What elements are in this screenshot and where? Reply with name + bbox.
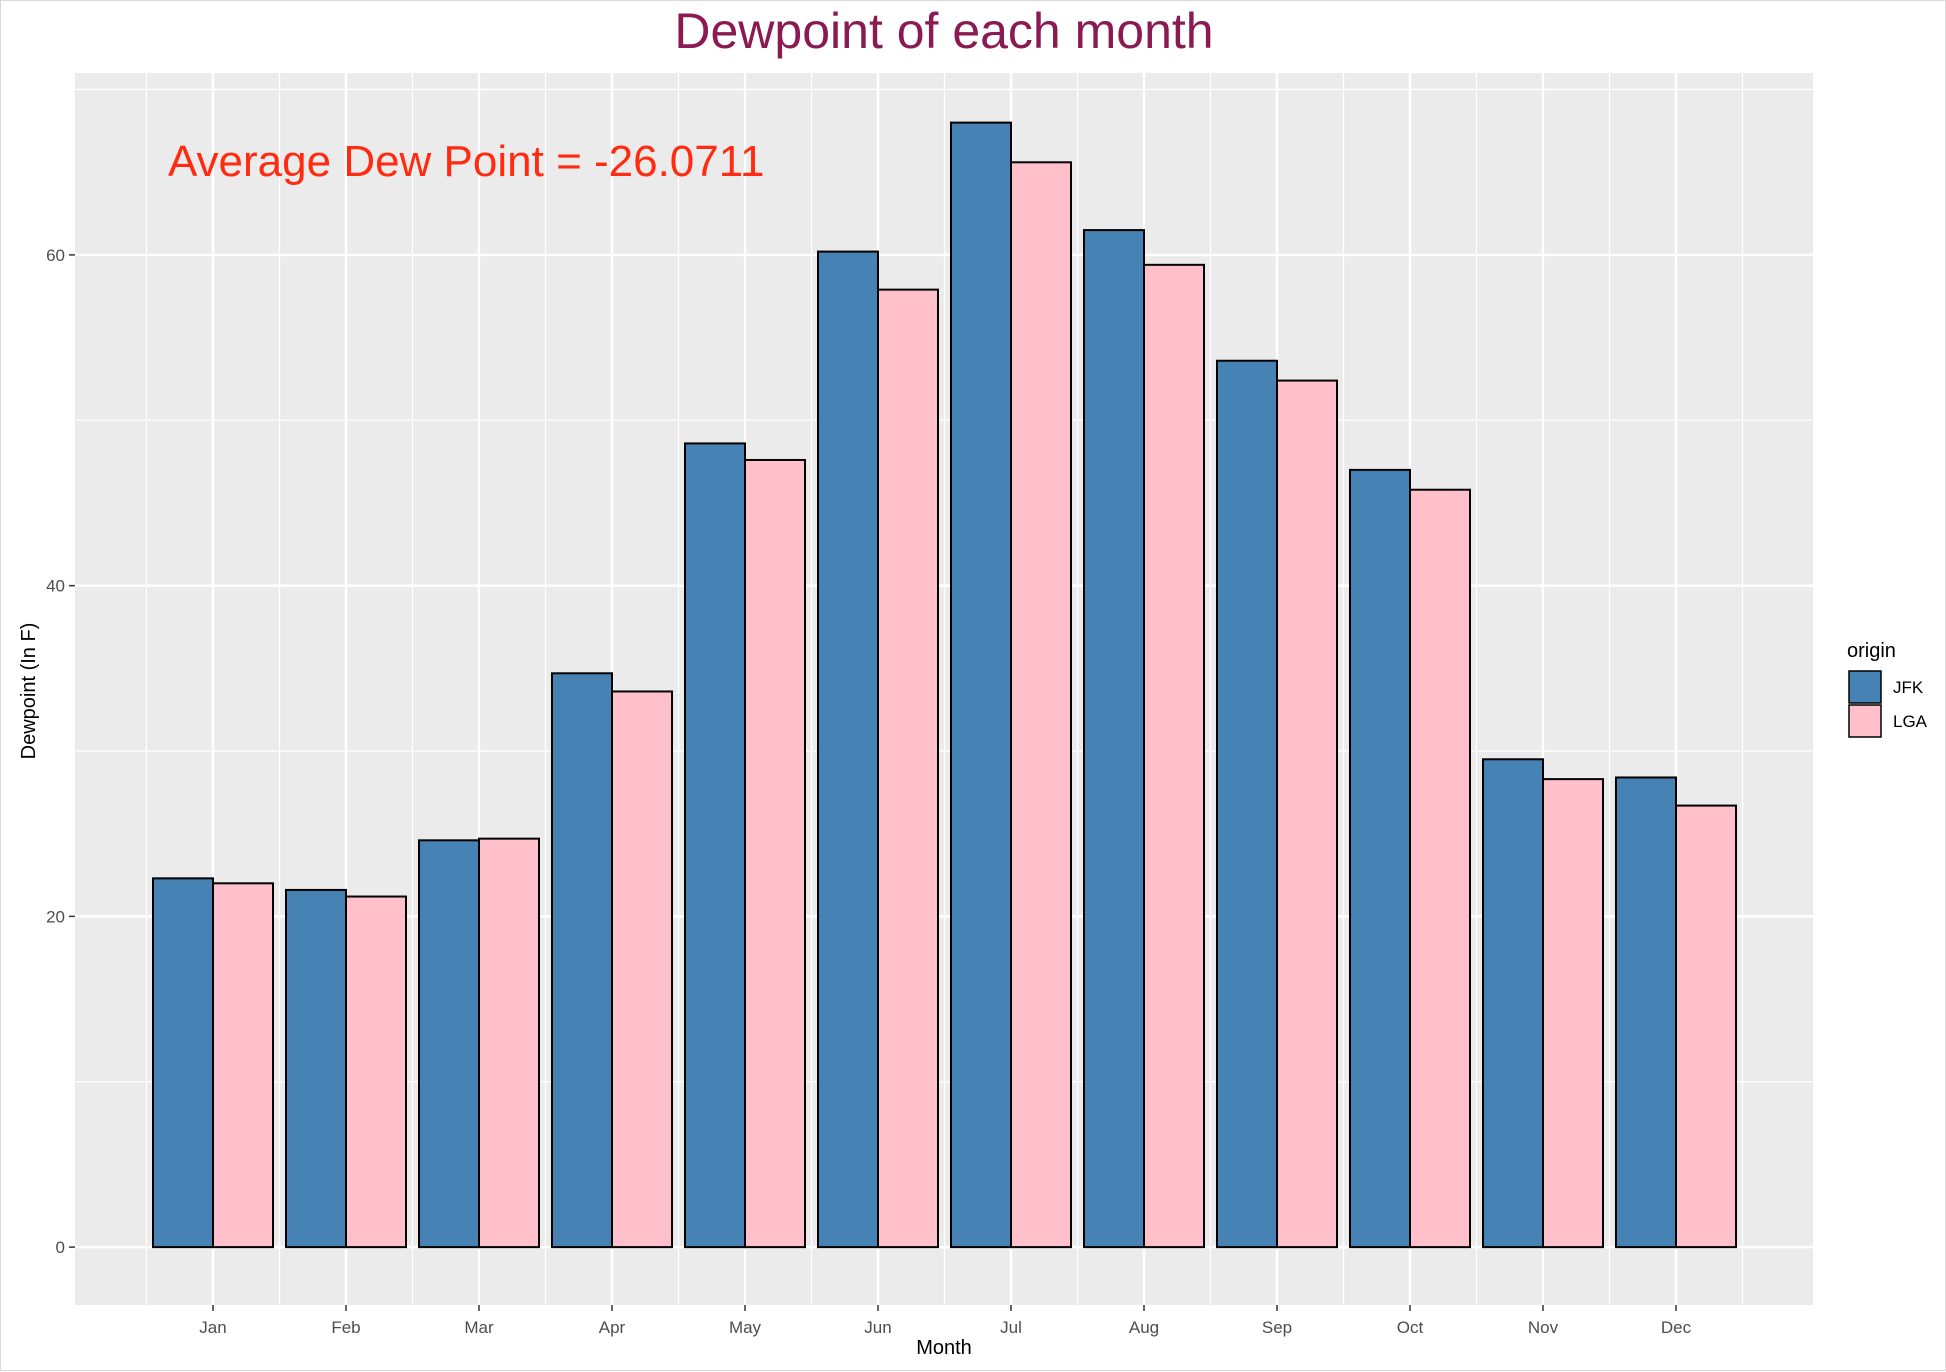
x-tick-label-sep: Sep xyxy=(1262,1318,1292,1337)
x-tick-label-oct: Oct xyxy=(1397,1318,1424,1337)
y-tick-label: 60 xyxy=(46,246,65,265)
bar-lga-sep xyxy=(1276,379,1338,1249)
legend: origin JFK LGA xyxy=(1847,640,1928,738)
bar-lga-feb xyxy=(345,895,407,1249)
bar-lga-jan xyxy=(212,882,274,1249)
bar-jfk-jul xyxy=(950,121,1012,1249)
x-tick-label-dec: Dec xyxy=(1661,1318,1692,1337)
x-tick-label-feb: Feb xyxy=(331,1318,360,1337)
bar-lga-may xyxy=(744,458,806,1249)
bar-jfk-jan xyxy=(152,877,214,1249)
y-tick-label: 20 xyxy=(46,907,65,926)
x-tick-label-aug: Aug xyxy=(1129,1318,1159,1337)
bar-lga-jun xyxy=(877,288,939,1249)
x-axis-title: Month xyxy=(916,1337,972,1359)
x-tick-label-mar: Mar xyxy=(464,1318,494,1337)
y-tick-label: 40 xyxy=(46,577,65,596)
bar-lga-dec xyxy=(1675,804,1737,1249)
bar-lga-oct xyxy=(1409,488,1471,1249)
x-tick-label-jul: Jul xyxy=(1000,1318,1022,1337)
minor-gridlines xyxy=(75,73,1813,1305)
bar-lga-apr xyxy=(611,690,673,1249)
bar-lga-mar xyxy=(478,837,540,1249)
bar-lga-nov xyxy=(1542,778,1604,1249)
bar-jfk-aug xyxy=(1083,229,1145,1249)
bar-lga-jul xyxy=(1010,161,1072,1249)
bar-jfk-feb xyxy=(285,888,347,1249)
bar-lga-aug xyxy=(1143,263,1205,1249)
average-annotation: Average Dew Point = -26.0711 xyxy=(168,137,764,186)
legend-key-lga xyxy=(1848,704,1882,738)
y-axis-title: Dewpoint (In F) xyxy=(18,623,40,760)
legend-title: origin xyxy=(1847,640,1896,662)
bar-jfk-jun xyxy=(817,250,879,1249)
y-tick-label: 0 xyxy=(56,1238,65,1257)
x-tick-label-apr: Apr xyxy=(599,1318,626,1337)
chart-title: Dewpoint of each month xyxy=(674,3,1213,59)
legend-label-jfk: JFK xyxy=(1893,678,1924,697)
bar-jfk-dec xyxy=(1615,776,1677,1249)
x-axis: Jan Feb Mar Apr May Jun Jul Aug Sep Oct Nov Dec xyxy=(199,1305,1692,1337)
bars-layer xyxy=(152,121,1737,1249)
bar-jfk-mar xyxy=(418,839,480,1249)
bar-jfk-sep xyxy=(1216,359,1278,1249)
x-tick-label-jun: Jun xyxy=(864,1318,891,1337)
x-tick-label-nov: Nov xyxy=(1528,1318,1559,1337)
x-tick-label-jan: Jan xyxy=(199,1318,226,1337)
legend-label-lga: LGA xyxy=(1893,712,1928,731)
bar-jfk-apr xyxy=(551,672,613,1249)
bar-jfk-oct xyxy=(1349,468,1411,1249)
bar-jfk-may xyxy=(684,442,746,1249)
y-axis: 0 20 40 60 xyxy=(46,246,75,1257)
bar-jfk-nov xyxy=(1482,758,1544,1249)
x-tick-label-may: May xyxy=(729,1318,762,1337)
legend-key-jfk xyxy=(1848,670,1882,704)
